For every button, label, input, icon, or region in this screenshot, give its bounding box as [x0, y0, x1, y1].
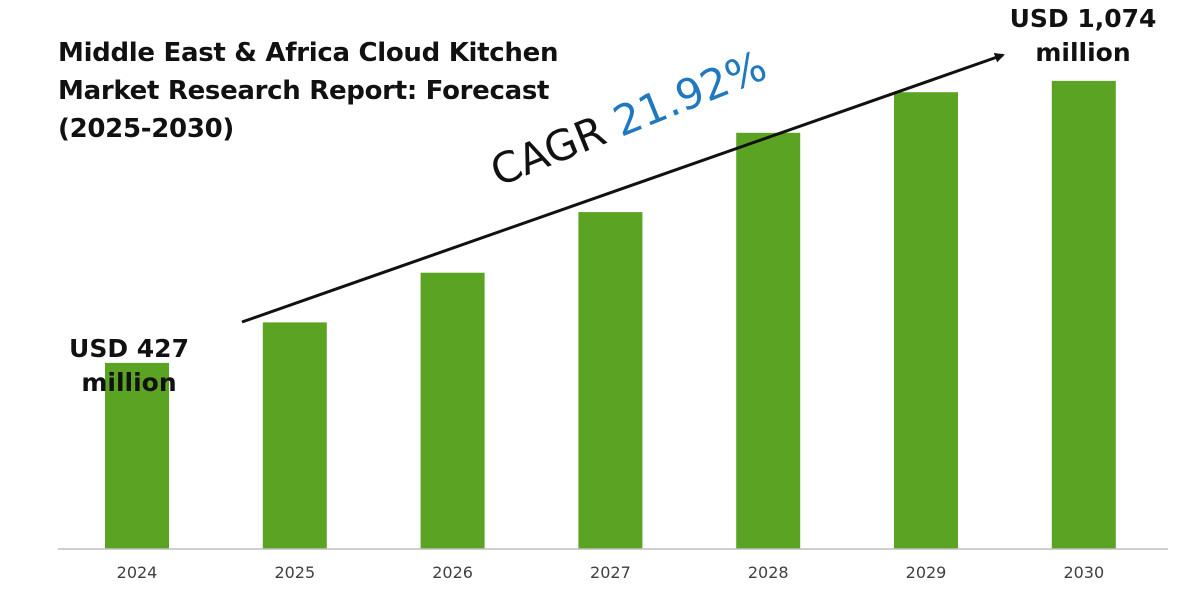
chart-title-line-1: Middle East & Africa Cloud Kitchen — [58, 38, 559, 68]
start-value-label: USD 427 million — [58, 332, 200, 400]
bar-2028 — [736, 132, 801, 550]
bar-2027 — [578, 212, 643, 549]
end-value-line-1: USD 1,074 — [1009, 4, 1157, 33]
x-tick-label-2029: 2029 — [906, 563, 947, 582]
bars — [105, 80, 1116, 550]
x-tick-label-2026: 2026 — [432, 563, 473, 582]
bar-2025 — [262, 322, 327, 549]
x-axis-tick-labels: 2024 2025 2026 2027 2028 2029 2030 — [117, 563, 1105, 582]
bar-2030 — [1051, 80, 1116, 550]
cagr-trend-arrow — [241, 52, 1005, 324]
chart-title-line-2: Market Research Report: Forecast — [58, 76, 550, 106]
x-tick-label-2027: 2027 — [590, 563, 631, 582]
x-tick-label-2025: 2025 — [274, 563, 315, 582]
x-tick-label-2028: 2028 — [748, 563, 789, 582]
start-value-line-2: million — [81, 368, 177, 397]
bar-2029 — [894, 92, 958, 549]
bar-2026 — [420, 272, 485, 549]
chart-title-line-3: (2025-2030) — [58, 114, 234, 144]
x-tick-label-2030: 2030 — [1063, 563, 1104, 582]
start-value-line-1: USD 427 — [69, 334, 189, 363]
end-value-label: USD 1,074 million — [1006, 2, 1160, 70]
end-value-line-2: million — [1035, 38, 1131, 67]
x-tick-label-2024: 2024 — [117, 563, 158, 582]
bar-2024 — [105, 362, 169, 549]
